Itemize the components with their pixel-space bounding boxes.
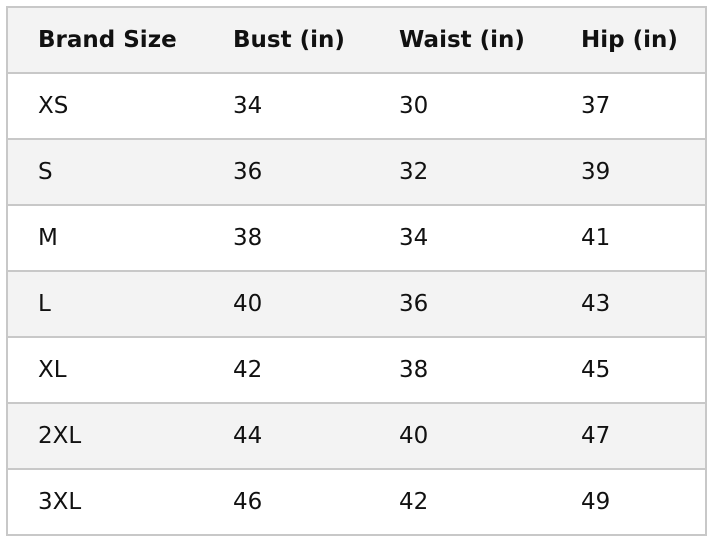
table-row: S 36 32 39 xyxy=(7,138,706,206)
cell-size: XS xyxy=(7,72,203,140)
cell-bust: 46 xyxy=(203,468,369,536)
table-row: XL 42 38 45 xyxy=(7,336,706,404)
cell-size: 3XL xyxy=(7,468,203,536)
header-waist: Waist (in) xyxy=(369,6,551,74)
table-row: 2XL 44 40 47 xyxy=(7,402,706,470)
table-row: XS 34 30 37 xyxy=(7,72,706,140)
cell-bust: 36 xyxy=(203,138,369,206)
cell-waist: 38 xyxy=(369,336,551,404)
cell-waist: 36 xyxy=(369,270,551,338)
size-chart-table: Brand Size Bust (in) Waist (in) Hip (in)… xyxy=(6,6,707,536)
cell-hip: 45 xyxy=(551,336,706,404)
header-brand-size: Brand Size xyxy=(7,6,203,74)
cell-hip: 41 xyxy=(551,204,706,272)
cell-size: S xyxy=(7,138,203,206)
cell-hip: 43 xyxy=(551,270,706,338)
cell-hip: 49 xyxy=(551,468,706,536)
cell-waist: 42 xyxy=(369,468,551,536)
cell-waist: 40 xyxy=(369,402,551,470)
cell-waist: 30 xyxy=(369,72,551,140)
header-hip: Hip (in) xyxy=(551,6,706,74)
cell-hip: 39 xyxy=(551,138,706,206)
header-bust: Bust (in) xyxy=(203,6,369,74)
header-row: Brand Size Bust (in) Waist (in) Hip (in) xyxy=(7,6,706,74)
cell-waist: 34 xyxy=(369,204,551,272)
table-row: L 40 36 43 xyxy=(7,270,706,338)
cell-bust: 42 xyxy=(203,336,369,404)
cell-size: 2XL xyxy=(7,402,203,470)
cell-waist: 32 xyxy=(369,138,551,206)
cell-size: XL xyxy=(7,336,203,404)
table-row: M 38 34 41 xyxy=(7,204,706,272)
cell-bust: 38 xyxy=(203,204,369,272)
cell-bust: 44 xyxy=(203,402,369,470)
cell-size: M xyxy=(7,204,203,272)
cell-hip: 37 xyxy=(551,72,706,140)
cell-bust: 34 xyxy=(203,72,369,140)
cell-bust: 40 xyxy=(203,270,369,338)
cell-hip: 47 xyxy=(551,402,706,470)
table-row: 3XL 46 42 49 xyxy=(7,468,706,536)
cell-size: L xyxy=(7,270,203,338)
